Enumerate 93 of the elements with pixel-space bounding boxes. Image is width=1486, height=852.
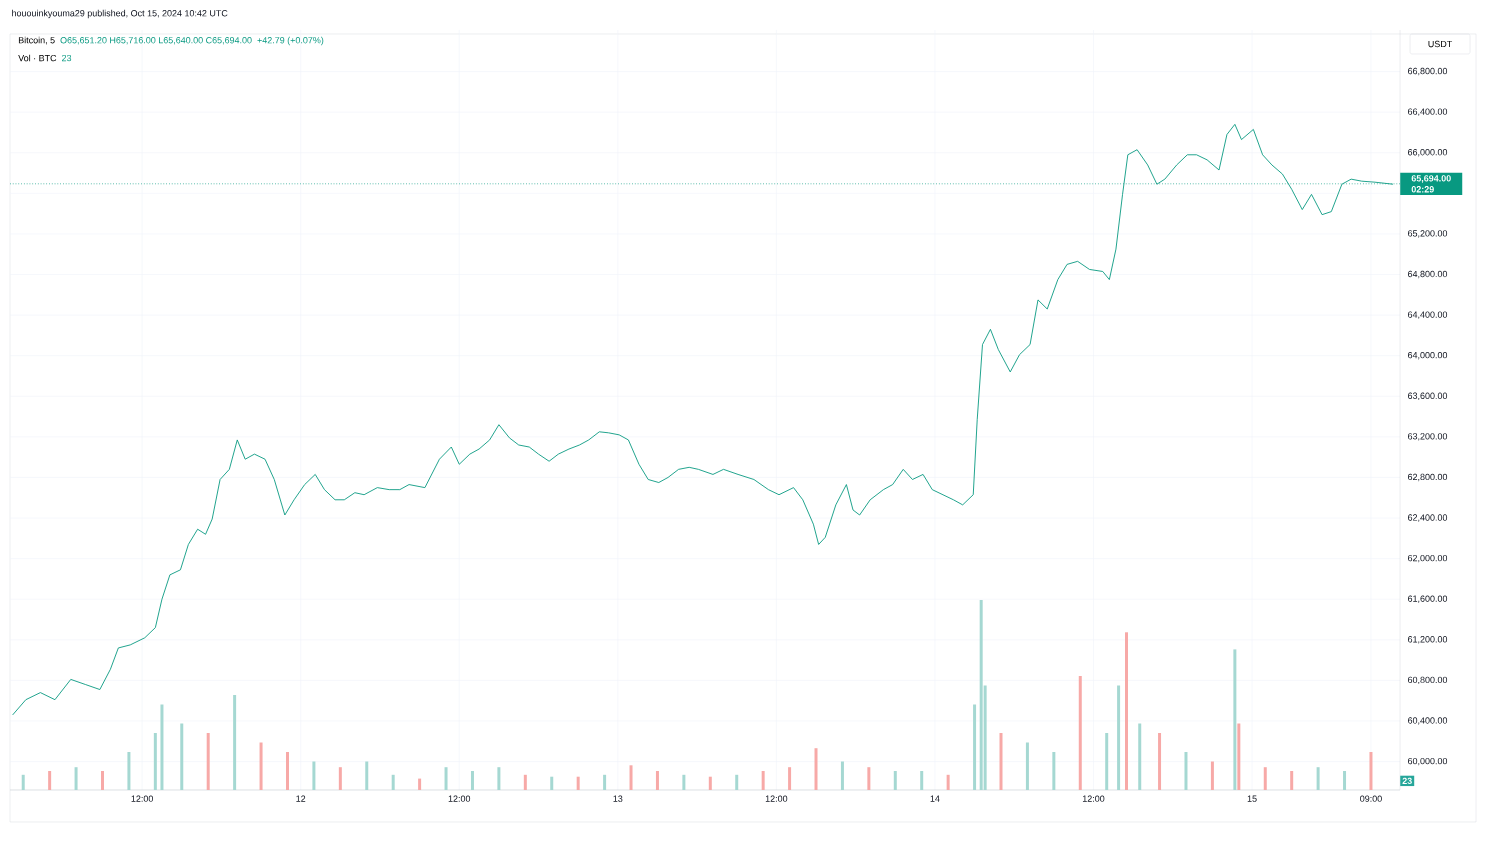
bar [365, 761, 369, 790]
bar [761, 771, 765, 790]
bar [1078, 676, 1082, 790]
bar [920, 771, 924, 790]
y-tick-label: 66,400.00 [1408, 108, 1448, 116]
y-tick-label: 65,200.00 [1408, 230, 1448, 238]
ref-line-label: 65,694.00 [1411, 175, 1451, 183]
bar [444, 767, 448, 790]
bar [312, 761, 316, 790]
bar [100, 771, 104, 790]
bar [1105, 733, 1109, 790]
x-tick-label: 09:00 [1360, 795, 1382, 802]
y-tick-label: 64,800.00 [1408, 270, 1448, 279]
bar [788, 767, 792, 790]
bar [127, 752, 131, 790]
bar [603, 774, 607, 790]
bar [180, 723, 184, 790]
y-tick-label: 66,800.00 [1408, 67, 1448, 76]
bar [655, 771, 659, 790]
text: 02:29 [1411, 186, 1434, 193]
bar [470, 771, 474, 790]
bar [160, 704, 164, 790]
y-tick-label: 60,400.00 [1408, 717, 1448, 725]
bar [497, 767, 501, 790]
bar [523, 774, 527, 790]
x-tick-label: 12:00 [448, 795, 471, 802]
bar [338, 767, 342, 790]
bar [576, 776, 580, 790]
bar [233, 695, 237, 790]
y-tick-label: 60,000.00 [1408, 757, 1448, 766]
chart-title: Vol · BTC [18, 54, 57, 62]
y-tick-label: 66,000.00 [1408, 149, 1448, 157]
bar [1184, 752, 1188, 790]
bar [893, 771, 897, 790]
y-tick-label: 64,400.00 [1408, 311, 1448, 319]
bar [1125, 632, 1129, 790]
x-tick-label: 15 [1247, 795, 1257, 802]
y-axis-title: USDT [1428, 40, 1453, 48]
bar [1117, 685, 1121, 790]
bar [74, 767, 78, 790]
y-tick-label: 63,600.00 [1408, 392, 1448, 400]
bar [1316, 767, 1320, 790]
x-tick-label: 12:00 [765, 795, 788, 802]
bar [867, 767, 871, 790]
y-tick-label: 60,800.00 [1408, 676, 1448, 685]
bar [1210, 761, 1214, 790]
bar [1343, 771, 1347, 790]
x-tick-label: 14 [930, 795, 940, 802]
bar [682, 774, 686, 790]
bar [48, 771, 52, 790]
bar [814, 748, 818, 790]
bar [973, 704, 977, 790]
bar [1025, 742, 1029, 790]
bar [840, 761, 844, 790]
bar [153, 733, 157, 790]
x-tick-label: 12 [296, 795, 306, 802]
annotation: 23 [62, 54, 72, 62]
y-tick-label: 64,000.00 [1408, 351, 1448, 360]
bar [1369, 752, 1373, 790]
bar [391, 774, 395, 790]
bar [206, 733, 210, 790]
y-tick-label: 62,000.00 [1408, 554, 1448, 563]
annotation: +42.79 (+0.07%) [257, 36, 324, 46]
x-tick-label: 13 [613, 795, 623, 802]
y-tick-label: 62,800.00 [1408, 473, 1448, 482]
text: 23 [1402, 777, 1412, 785]
bar [285, 752, 289, 790]
y-tick-label: 63,200.00 [1408, 433, 1448, 441]
y-tick-label: 62,400.00 [1408, 514, 1448, 522]
bar [629, 765, 633, 790]
bar [1052, 752, 1056, 790]
bar [418, 778, 422, 790]
bar [259, 742, 263, 790]
bar [735, 774, 739, 790]
y-tick-label: 61,200.00 [1408, 636, 1448, 644]
bar [1233, 649, 1237, 790]
bar [979, 600, 983, 790]
x-tick-label: 12:00 [1082, 795, 1105, 802]
bar [708, 776, 712, 790]
bar [946, 774, 950, 790]
annotation: O65,651.20 H65,716.00 L65,640.00 C65,694.00 [60, 37, 252, 45]
bar [1138, 723, 1142, 790]
text: Bitcoin, 5 [18, 36, 55, 45]
text: hououinkyouma29 published, Oct 15, 2024 10:42 UTC [12, 9, 228, 19]
bar [999, 733, 1003, 790]
bar [550, 776, 554, 790]
bar [21, 774, 25, 790]
x-tick-label: 12:00 [131, 795, 153, 802]
bar [1158, 733, 1162, 790]
y-tick-label: 61,600.00 [1408, 595, 1448, 603]
bar [1237, 723, 1241, 790]
bar [1263, 767, 1267, 790]
bar [1290, 771, 1294, 790]
